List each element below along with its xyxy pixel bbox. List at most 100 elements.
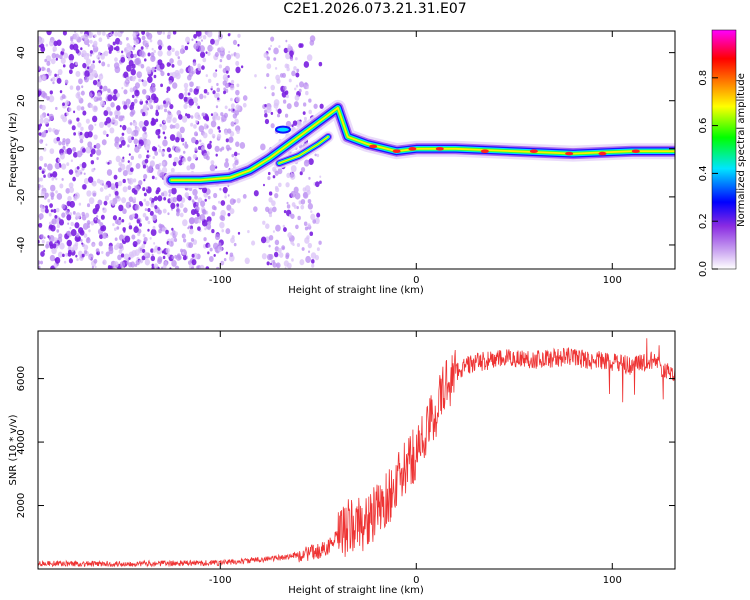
noise-blob [228,50,231,54]
noise-blob [219,148,223,152]
noise-blob [295,224,299,230]
noise-blob [237,152,240,156]
noise-blob [193,124,197,129]
noise-blob [144,131,147,135]
noise-blob [129,87,134,93]
noise-blob [185,113,188,117]
noise-blob [275,187,280,193]
noise-blob [221,260,225,265]
noise-blob [76,150,83,158]
noise-blob [174,69,180,77]
noise-blob [168,79,173,85]
noise-blob [66,214,72,221]
ridge-peak [631,149,640,154]
noise-blob [92,243,95,247]
noise-blob [41,170,45,174]
noise-blob [201,146,205,151]
noise-blob [314,181,320,188]
noise-blob [112,223,115,227]
noise-blob [170,202,176,210]
noise-blob [133,244,137,247]
noise-blob [227,33,231,37]
noise-blob [179,212,184,218]
noise-blob [148,154,151,158]
noise-blob [126,127,132,135]
noise-blob [160,192,165,197]
noise-blob [48,221,52,225]
noise-blob [95,143,101,150]
noise-blob [83,250,88,255]
noise-blob [159,146,162,149]
noise-blob [285,39,288,43]
noise-blob [227,75,230,78]
noise-blob [55,106,58,111]
noise-blob [153,147,158,152]
noise-blob [157,49,163,57]
noise-blob [38,132,42,136]
noise-blob [293,101,299,108]
noise-blob [44,208,49,214]
noise-blob [96,251,99,255]
noise-blob [61,140,66,146]
noise-blob [145,100,149,104]
noise-blob [38,37,42,44]
noise-blob [132,120,138,127]
noise-blob [212,90,216,95]
noise-blob [162,264,167,269]
noise-blob [73,195,78,201]
noise-blob [114,31,119,37]
noise-blob [41,66,45,72]
noise-blob [183,96,188,102]
noise-blob [94,217,97,221]
noise-blob [90,220,95,226]
noise-blob [67,246,70,250]
noise-blob [197,66,202,71]
noise-blob [210,160,215,166]
noise-blob [304,237,310,244]
noise-blob [133,98,138,104]
noise-blob [89,103,94,109]
noise-blob [270,84,275,91]
noise-blob [227,128,232,134]
snr-frame [37,330,676,570]
noise-blob [318,240,322,245]
noise-blob [48,95,55,103]
noise-blob [222,186,228,194]
noise-blob [277,108,282,114]
noise-blob [218,31,222,36]
noise-blob [306,189,311,195]
ridge-peak [565,151,574,156]
noise-blob [176,203,180,207]
noise-blob [313,103,318,109]
noise-blob [165,229,169,235]
noise-blob [192,188,198,196]
noise-blob [136,90,139,94]
noise-blob [56,193,63,200]
noise-blob [206,216,212,223]
noise-blob [48,127,52,133]
noise-blob [204,123,207,127]
noise-blob [168,193,171,197]
noise-blob [202,34,207,40]
noise-blob [177,56,181,60]
noise-blob [161,166,168,174]
noise-blob [85,237,91,244]
noise-blob [235,96,241,103]
noise-blob [122,178,126,184]
noise-blob [115,109,121,117]
noise-blob [92,115,98,123]
noise-blob [290,240,294,245]
noise-blob [107,88,111,93]
noise-blob [83,172,86,176]
noise-blob [166,86,171,92]
noise-blob [143,178,146,182]
noise-blob [274,239,280,246]
noise-blob [147,208,151,213]
noise-blob [45,55,52,63]
noise-blob [155,163,160,170]
noise-blob [212,72,218,78]
noise-blob [236,129,240,135]
noise-blob [223,90,227,95]
noise-blob [135,259,140,266]
noise-blob [217,97,220,101]
